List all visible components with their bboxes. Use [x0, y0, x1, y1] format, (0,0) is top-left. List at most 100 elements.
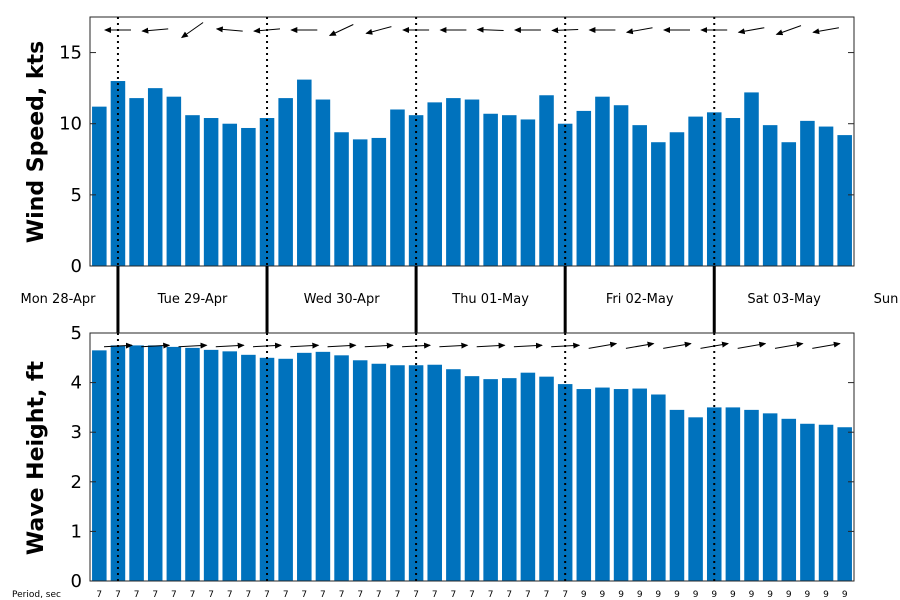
wave-bar — [502, 378, 517, 581]
wind-direction-arrow — [141, 27, 169, 34]
period-value: 7 — [413, 590, 419, 600]
wave-tick-label: 3 — [71, 422, 82, 443]
period-value: 7 — [134, 590, 140, 600]
day-label: Mon 28-Apr — [21, 292, 97, 307]
wave-bar — [278, 358, 293, 581]
wave-bar — [818, 424, 834, 581]
wind-direction-arrow — [737, 27, 765, 35]
wave-bar — [800, 423, 815, 581]
period-value: 7 — [525, 590, 531, 600]
wind-direction-arrow — [328, 24, 354, 36]
wave-bar — [92, 350, 107, 581]
wave-bar — [576, 389, 592, 581]
wind-bar — [576, 110, 592, 266]
wind-bar — [371, 137, 387, 266]
wave-tick-label: 4 — [71, 373, 82, 394]
wind-bar — [222, 123, 238, 267]
wave-tick-label: 2 — [71, 472, 82, 493]
wind-bar — [203, 118, 219, 267]
day-label: Wed 30-Apr — [304, 292, 381, 307]
wind-bar — [837, 135, 852, 266]
wind-bar — [613, 105, 629, 266]
wind-direction-arrow — [775, 25, 802, 36]
wave-bar — [520, 372, 536, 581]
wind-bar — [334, 132, 349, 266]
wave-direction-arrow — [513, 342, 543, 349]
wind-bar — [241, 127, 256, 266]
wave-direction-arrow — [812, 341, 841, 349]
wind-bar — [297, 79, 312, 266]
period-value: 7 — [562, 590, 568, 600]
period-value: 7 — [227, 590, 233, 600]
wave-plot-frame — [89, 332, 855, 582]
wind-bar — [688, 116, 703, 266]
wave-bar — [632, 388, 647, 581]
period-value: 9 — [805, 590, 811, 600]
wind-bar — [706, 112, 722, 266]
wave-bar — [837, 427, 852, 581]
wave-bar — [259, 357, 275, 581]
wind-bar — [147, 88, 163, 266]
wave-direction-arrow — [663, 341, 692, 349]
wind-direction-arrow — [625, 27, 653, 35]
wave-bar — [185, 347, 200, 581]
wind-bar — [352, 139, 368, 266]
wave-bar — [706, 407, 722, 581]
period-value: 9 — [674, 590, 680, 600]
wave-direction-arrow — [588, 341, 618, 349]
wave-direction-arrow — [290, 342, 320, 349]
wave-bar — [390, 365, 405, 581]
wave-direction-arrow — [737, 341, 767, 349]
wind-bar — [446, 98, 461, 266]
wave-bar — [203, 349, 219, 581]
wind-bar — [129, 98, 144, 266]
wave-bar — [744, 409, 759, 581]
wave-direction-arrow — [327, 342, 357, 349]
wave-bar — [483, 379, 498, 581]
wave-tick-label: 1 — [71, 521, 82, 542]
wave-direction-arrow — [178, 342, 208, 349]
wave-bar — [241, 354, 256, 581]
wind-direction-arrow — [365, 26, 392, 35]
wind-y-ticks: 0 5 10 15 — [59, 43, 854, 277]
period-value: 7 — [320, 590, 326, 600]
wind-plot-frame — [89, 16, 855, 267]
wave-direction-arrow — [476, 342, 506, 349]
wave-bar — [613, 389, 629, 581]
wind-bar — [725, 118, 741, 267]
wind-y-axis-title: Wind Speed, kts — [24, 41, 49, 243]
wave-bar — [595, 387, 610, 581]
period-value: 9 — [693, 590, 699, 600]
wave-bar — [688, 417, 703, 581]
wind-bar — [427, 102, 442, 267]
period-value: 9 — [767, 590, 773, 600]
wind-bar — [762, 125, 778, 266]
wave-bar — [352, 360, 368, 581]
period-row: Period, sec 7 7 7 7 7 7 7 7 7 7 7 7 7 7 7 7 7 7 7 7 7 7 7 7 7 7 9 9… — [12, 590, 848, 600]
wind-panel: 0 5 10 15 Wind Speed, kts — [24, 16, 855, 277]
wind-bar — [818, 126, 834, 266]
wind-bar — [781, 142, 797, 266]
period-value: 7 — [357, 590, 363, 600]
wave-direction-arrow — [364, 342, 394, 349]
wave-bar — [557, 384, 573, 581]
period-value: 9 — [749, 590, 755, 600]
period-value: 7 — [432, 590, 438, 600]
wind-bar — [557, 123, 573, 267]
period-value: 9 — [842, 590, 848, 600]
wave-bar — [762, 413, 778, 581]
wave-bar — [669, 409, 685, 581]
wind-bar — [315, 99, 331, 266]
period-value: 7 — [208, 590, 214, 600]
wind-tick-label: 10 — [59, 114, 82, 135]
wave-bar — [725, 407, 741, 581]
wind-bar — [651, 142, 666, 266]
wave-bar — [446, 369, 461, 581]
period-value: 7 — [190, 590, 196, 600]
wind-tick-label: 0 — [71, 256, 82, 277]
wave-bars — [92, 345, 852, 581]
period-value: 7 — [152, 590, 158, 600]
period-value: 9 — [581, 590, 587, 600]
wave-bar — [427, 364, 442, 581]
